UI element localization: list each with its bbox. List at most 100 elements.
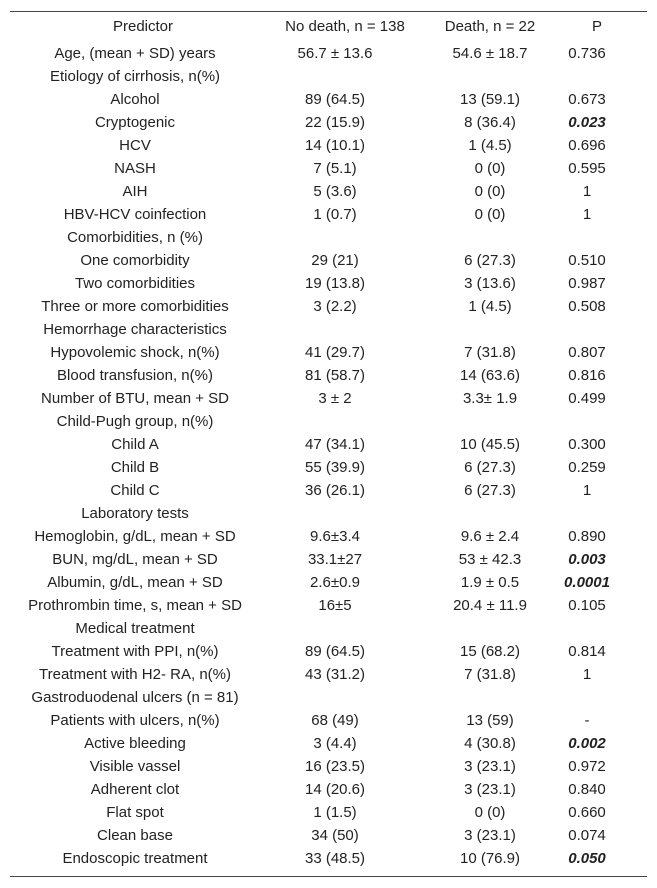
cell: 0 (0) <box>474 183 506 200</box>
row-label: Cryptogenic <box>94 114 176 131</box>
row-label: Comorbidities, n (%) <box>67 229 203 246</box>
cell: 0.595 <box>568 160 606 177</box>
cell: 0 (0) <box>474 804 506 821</box>
cell: 43 (31.2) <box>304 666 366 683</box>
cell: 1 (4.5) <box>468 298 512 315</box>
cell: 0.510 <box>568 252 606 269</box>
cell: 16 (23.5) <box>304 758 366 775</box>
row-label: Medical treatment <box>75 620 195 637</box>
cell: 0 (0) <box>474 160 506 177</box>
header-cell: Predictor <box>112 18 174 35</box>
cell: 3 (4.4) <box>313 735 357 752</box>
row-label: AIH <box>122 183 148 200</box>
cell: 0.736 <box>568 45 606 62</box>
cell: 54.6 ± 18.7 <box>452 45 528 62</box>
cell: 81 (58.7) <box>304 367 366 384</box>
cell: 5 (3.6) <box>313 183 357 200</box>
cell: 41 (29.7) <box>304 344 366 361</box>
cell: 0.807 <box>568 344 606 361</box>
cell: 6 (27.3) <box>464 459 516 476</box>
cell: 0.0001 <box>564 574 610 591</box>
cell: 0.002 <box>568 735 606 752</box>
cell: 1 (1.5) <box>313 804 357 821</box>
row-label: One comorbidity <box>80 252 190 269</box>
cell: 53 ± 42.3 <box>458 551 522 568</box>
row-label: Etiology of cirrhosis, n(%) <box>49 68 221 85</box>
row-label: HBV-HCV coinfection <box>63 206 207 223</box>
row-label: Visible vassel <box>89 758 181 775</box>
top-rule <box>10 11 647 12</box>
cell: 1.9 ± 0.5 <box>460 574 520 591</box>
row-label: Gastroduodenal ulcers (n = 81) <box>31 689 239 706</box>
cell: 36 (26.1) <box>304 482 366 499</box>
row-label: Albumin, g/dL, mean + SD <box>47 574 223 591</box>
row-label: Hemorrhage characteristics <box>43 321 227 338</box>
cell: 3 ± 2 <box>318 390 352 407</box>
row-label: Child A <box>111 436 159 453</box>
cell: 13 (59.1) <box>459 91 521 108</box>
cell: 89 (64.5) <box>304 643 366 660</box>
row-label: Clean base <box>97 827 173 844</box>
cell: 3 (23.1) <box>464 827 516 844</box>
cell: 0.840 <box>568 781 606 798</box>
header-cell: No death, n = 138 <box>285 18 405 35</box>
cell: 34 (50) <box>311 827 359 844</box>
cell: 16±5 <box>318 597 352 614</box>
row-label: Treatment with PPI, n(%) <box>51 643 219 660</box>
cell: 7 (31.8) <box>464 666 516 683</box>
cell: 3.3± 1.9 <box>462 390 518 407</box>
cell: 4 (30.8) <box>464 735 516 752</box>
header-cell: Death, n = 22 <box>444 18 536 35</box>
cell: 1 <box>582 183 592 200</box>
cell: 0.890 <box>568 528 606 545</box>
cell: 6 (27.3) <box>464 252 516 269</box>
cell: 1 <box>582 206 592 223</box>
cell: 0.816 <box>568 367 606 384</box>
cell: 0.696 <box>568 137 606 154</box>
cell: 8 (36.4) <box>464 114 516 131</box>
cell: 47 (34.1) <box>304 436 366 453</box>
cell: 0.660 <box>568 804 606 821</box>
cell: 0 (0) <box>474 206 506 223</box>
row-label: Flat spot <box>106 804 164 821</box>
cell: 13 (59) <box>466 712 514 729</box>
cell: 9.6 ± 2.4 <box>460 528 520 545</box>
cell: 0.987 <box>568 275 606 292</box>
row-label: Adherent clot <box>90 781 180 798</box>
cell: 1 <box>582 666 592 683</box>
cell: 33 (48.5) <box>304 850 366 867</box>
cell: 0.023 <box>568 114 606 131</box>
cell: 10 (76.9) <box>459 850 521 867</box>
cell: 0.499 <box>568 390 606 407</box>
row-label: Three or more comorbidities <box>41 298 229 315</box>
cell: 1 (0.7) <box>313 206 357 223</box>
row-label: Age, (mean + SD) years <box>54 45 216 62</box>
cell: 14 (20.6) <box>304 781 366 798</box>
row-label: BUN, mg/dL, mean + SD <box>52 551 218 568</box>
cell: - <box>584 712 590 729</box>
cell: 0.972 <box>568 758 606 775</box>
cell: 0.300 <box>568 436 606 453</box>
cell: 3 (13.6) <box>464 275 516 292</box>
row-label: NASH <box>114 160 156 177</box>
cell: 7 (5.1) <box>313 160 357 177</box>
cell: 0.003 <box>568 551 606 568</box>
cell: 3 (2.2) <box>313 298 357 315</box>
row-label: HCV <box>119 137 151 154</box>
cell: 7 (31.8) <box>464 344 516 361</box>
cell: 68 (49) <box>311 712 359 729</box>
cell: 55 (39.9) <box>304 459 366 476</box>
cell: 20.4 ± 11.9 <box>453 597 527 614</box>
cell: 0.074 <box>568 827 606 844</box>
row-label: Patients with ulcers, n(%) <box>50 712 220 729</box>
cell: 3 (23.1) <box>464 758 516 775</box>
cell: 6 (27.3) <box>464 482 516 499</box>
cell: 0.673 <box>568 91 606 108</box>
cell: 56.7 ± 13.6 <box>297 45 373 62</box>
cell: 10 (45.5) <box>459 436 521 453</box>
row-label: Hypovolemic shock, n(%) <box>50 344 220 361</box>
header-cell: P <box>591 18 603 35</box>
row-label: Child B <box>110 459 160 476</box>
cell: 33.1±27 <box>307 551 363 568</box>
